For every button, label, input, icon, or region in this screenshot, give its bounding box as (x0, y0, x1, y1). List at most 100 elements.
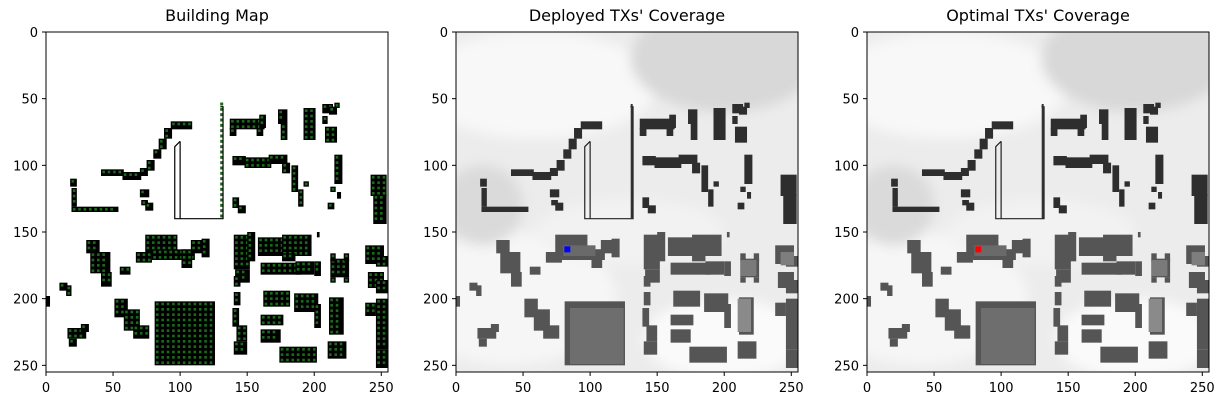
candidate-marker (279, 116, 283, 119)
candidate-marker (166, 345, 170, 348)
building (119, 266, 131, 275)
candidate-marker (188, 356, 191, 359)
x-tick-label: 50 (926, 381, 943, 396)
candidate-marker (115, 305, 119, 308)
candidate-marker (286, 292, 289, 295)
building (1053, 308, 1061, 327)
candidate-marker (371, 176, 375, 179)
building (324, 126, 338, 143)
building (365, 302, 376, 316)
candidate-marker (299, 252, 303, 255)
candidate-marker (369, 273, 372, 276)
candidate-marker (291, 358, 295, 362)
candidate-marker (97, 253, 100, 256)
candidate-marker (198, 302, 202, 306)
x-tick-label: 250 (779, 381, 804, 396)
building (146, 160, 155, 171)
candidate-marker (334, 348, 337, 351)
candidate-marker (296, 353, 300, 356)
shading-blob (630, 32, 798, 112)
building (1058, 205, 1067, 214)
building (233, 276, 241, 287)
candidate-marker (198, 318, 202, 322)
candidate-marker (382, 257, 386, 260)
wall-line (630, 104, 633, 219)
building (747, 192, 752, 199)
candidate-marker (166, 334, 170, 338)
candidate-marker (177, 122, 181, 126)
candidate-marker (282, 130, 285, 134)
building (892, 188, 898, 207)
building (737, 202, 745, 210)
building (737, 341, 757, 359)
candidate-marker (204, 350, 207, 354)
candidate-marker (182, 122, 186, 126)
candidate-marker (164, 256, 167, 259)
x-tick-label: 0 (863, 381, 871, 396)
candidate-marker (102, 264, 105, 267)
candidate-marker (377, 305, 380, 308)
candidate-marker (125, 321, 128, 324)
building (642, 308, 650, 327)
candidate-marker (307, 358, 311, 362)
candidate-marker (233, 204, 237, 207)
building (1196, 298, 1209, 320)
candidate-marker (125, 316, 128, 319)
candidate-marker (172, 313, 175, 316)
building (480, 178, 487, 187)
building (954, 325, 971, 339)
candidate-marker (245, 262, 249, 266)
candidate-marker (130, 321, 134, 324)
candidate-marker (267, 264, 270, 267)
candidate-marker (188, 261, 191, 264)
candidate-marker (209, 340, 213, 343)
candidate-marker (330, 330, 333, 334)
candidate-marker (335, 330, 339, 334)
building (907, 240, 921, 254)
candidate-marker (342, 270, 346, 274)
building (236, 325, 248, 342)
building (256, 128, 264, 136)
building (555, 202, 564, 211)
building (991, 121, 1014, 130)
candidate-marker (233, 309, 237, 312)
axes-frame (455, 31, 799, 373)
building (1124, 108, 1137, 140)
candidate-marker (371, 309, 375, 312)
building (670, 262, 711, 275)
candidate-marker (202, 240, 206, 243)
candidate-marker (123, 173, 127, 176)
building (100, 169, 124, 176)
candidate-marker (188, 256, 191, 259)
candidate-marker (283, 264, 287, 267)
candidate-marker (162, 246, 166, 250)
candidate-marker (146, 241, 150, 244)
building (734, 126, 748, 143)
y-tick-label: 0 (30, 26, 38, 41)
building (705, 261, 725, 275)
candidate-marker (160, 145, 163, 148)
candidate-marker (87, 246, 91, 250)
building (966, 202, 975, 211)
candidate-marker (169, 256, 173, 259)
building (145, 202, 154, 211)
candidate-marker (312, 358, 316, 362)
candidate-marker (188, 318, 191, 322)
building (328, 106, 338, 115)
axes-frame (45, 31, 389, 373)
candidate-marker (209, 324, 213, 327)
candidate-marker (204, 318, 207, 322)
candidate-marker (156, 340, 159, 343)
candidate-marker (161, 302, 164, 306)
candidate-marker (337, 270, 340, 274)
building (670, 329, 691, 343)
building (170, 121, 193, 130)
building (1103, 234, 1133, 256)
candidate-marker (166, 361, 170, 364)
x-tick-label: 150 (1056, 381, 1081, 396)
candidate-marker (294, 269, 297, 272)
building (1089, 154, 1109, 164)
candidate-marker (174, 250, 178, 254)
candidate-marker (204, 308, 207, 311)
candidate-marker (382, 321, 386, 324)
